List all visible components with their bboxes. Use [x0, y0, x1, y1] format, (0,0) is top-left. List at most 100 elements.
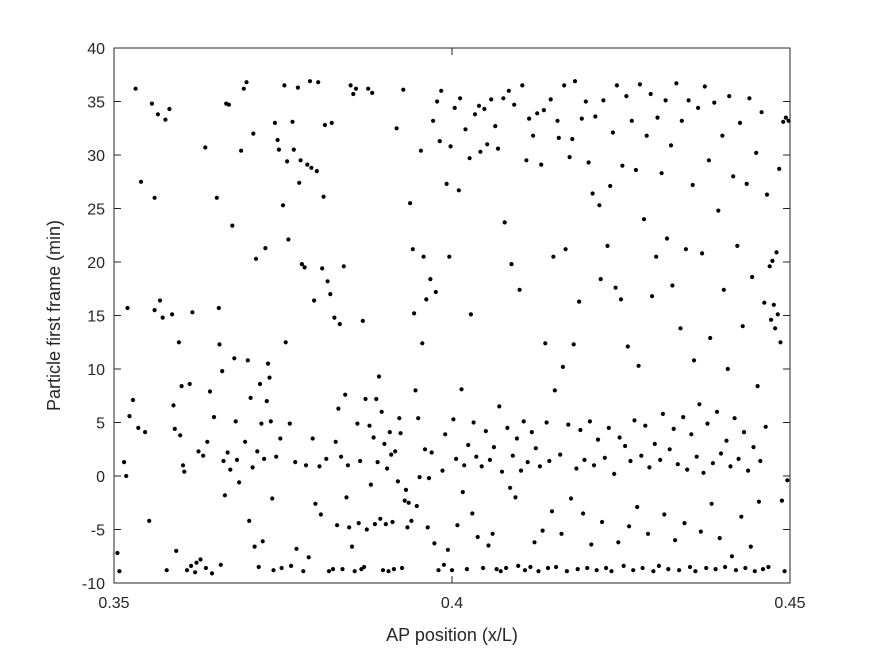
data-point [409, 518, 414, 524]
data-point [472, 112, 478, 117]
data-point [260, 539, 265, 544]
data-point [462, 463, 467, 468]
data-point [656, 563, 662, 569]
data-point [643, 423, 648, 428]
data-point [251, 131, 256, 136]
data-point [663, 98, 668, 103]
data-point [163, 117, 168, 122]
y-tick-label: -10 [82, 576, 105, 593]
data-point [452, 105, 457, 110]
data-point [330, 567, 336, 572]
data-point [737, 120, 743, 125]
data-point [650, 294, 655, 299]
data-point [247, 518, 252, 524]
data-point [211, 415, 217, 420]
data-point [391, 567, 396, 572]
data-point [714, 409, 720, 414]
data-point [718, 451, 724, 456]
data-point [378, 516, 383, 521]
data-point [633, 167, 639, 173]
data-point [179, 384, 184, 389]
data-point [613, 285, 618, 290]
data-point [501, 96, 506, 101]
data-point [683, 247, 689, 252]
data-point [449, 568, 455, 573]
data-point [209, 571, 215, 576]
data-point [314, 169, 319, 174]
data-point [597, 203, 602, 208]
data-point [456, 188, 461, 193]
data-point [524, 158, 529, 163]
data-point [652, 441, 657, 446]
data-point [693, 569, 698, 574]
data-point [303, 463, 309, 468]
data-point [172, 426, 177, 431]
data-point [677, 568, 682, 573]
data-point [667, 447, 672, 452]
y-tick-label: 0 [96, 469, 105, 486]
data-point [504, 565, 509, 571]
data-point [440, 468, 445, 473]
data-point [344, 495, 349, 500]
data-point [708, 335, 713, 341]
data-point [766, 564, 771, 570]
data-point [310, 436, 315, 441]
data-point [207, 389, 213, 394]
data-point [193, 570, 198, 575]
data-point [220, 369, 225, 374]
y-tick-label: 30 [87, 148, 105, 165]
data-point [353, 86, 359, 91]
data-point [759, 110, 764, 115]
data-point [489, 97, 494, 102]
data-point [786, 118, 791, 123]
data-point [687, 564, 693, 570]
data-point [335, 523, 340, 528]
data-point [741, 430, 747, 435]
data-point [268, 419, 273, 424]
data-point [731, 174, 736, 179]
data-point [127, 414, 132, 419]
data-point [662, 512, 667, 517]
data-point [339, 454, 344, 459]
data-point [698, 529, 703, 534]
data-point [203, 565, 208, 571]
data-point [720, 133, 725, 138]
x-axis-label: AP position (x/L) [386, 625, 518, 645]
data-point [295, 85, 300, 90]
data-point [735, 243, 740, 248]
data-point [743, 565, 748, 571]
data-point [675, 462, 680, 467]
data-point [528, 564, 533, 570]
data-point [709, 501, 714, 506]
data-point [418, 148, 423, 153]
data-point [536, 569, 541, 574]
data-point [587, 419, 593, 424]
data-point [470, 511, 475, 516]
data-point [690, 182, 695, 188]
data-point [578, 427, 583, 433]
data-point [226, 102, 231, 107]
y-tick-label: 5 [96, 416, 105, 433]
data-point [601, 98, 606, 103]
data-point [408, 201, 413, 206]
data-point [770, 258, 775, 263]
data-point [241, 86, 246, 91]
data-point [636, 363, 641, 368]
data-point [525, 460, 530, 465]
data-point [685, 467, 690, 472]
data-point [705, 421, 710, 426]
data-point [486, 543, 491, 548]
data-point [627, 524, 632, 529]
data-point [517, 287, 522, 292]
data-point [756, 499, 762, 504]
data-point [647, 465, 652, 470]
data-point [612, 471, 617, 476]
data-points [115, 79, 791, 576]
data-point [393, 449, 398, 454]
data-point [274, 454, 279, 459]
data-point [732, 416, 737, 421]
data-point [744, 181, 749, 186]
data-point [570, 136, 575, 142]
data-point [752, 569, 757, 574]
